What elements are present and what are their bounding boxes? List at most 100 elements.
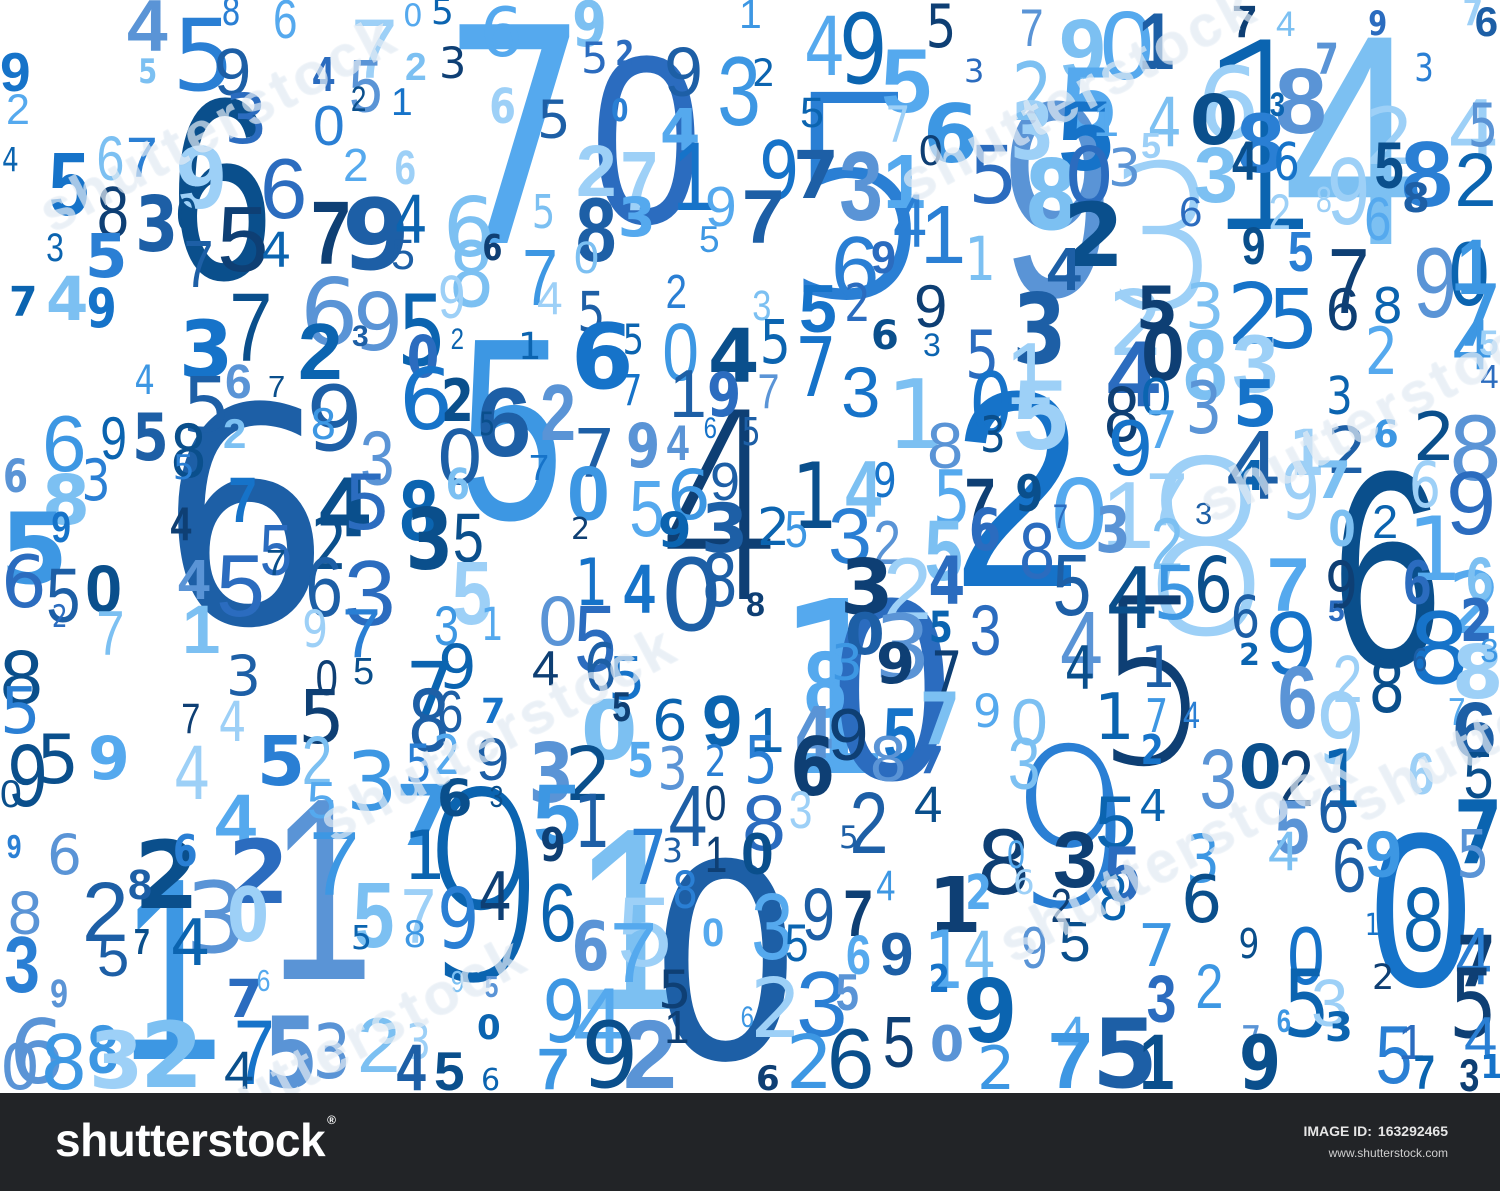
digit-glyph: 5 — [1052, 537, 1092, 634]
digit-glyph: 3 — [439, 39, 466, 89]
digit-glyph: 2 — [1327, 415, 1368, 489]
digit-glyph: 1 — [182, 591, 220, 668]
digit-glyph: 7 — [1456, 921, 1496, 1003]
digit-glyph: 7 — [233, 1002, 275, 1093]
digit-glyph: 6 — [571, 908, 610, 987]
digit-glyph: 5 — [608, 644, 646, 713]
digit-glyph: 5 — [48, 135, 89, 235]
digit-glyph: 6 — [445, 460, 470, 510]
digit-glyph: 7 — [183, 227, 214, 302]
digit-glyph: 7 — [930, 638, 963, 711]
digit-glyph: 7 — [1048, 1016, 1093, 1094]
digit-glyph: 5 — [759, 307, 791, 378]
digit-glyph: 0 — [1141, 308, 1185, 397]
digit-glyph: 7 — [573, 415, 616, 493]
digit-glyph: 1 — [1140, 635, 1176, 701]
digit-glyph: 8 — [701, 539, 738, 623]
digit-glyph: 6 — [3, 450, 28, 503]
digit-glyph: 9 — [7, 725, 48, 825]
digit-glyph: 9 — [1446, 454, 1496, 554]
digit-glyph: 5 — [1267, 273, 1319, 368]
digit-glyph: 9 — [342, 179, 410, 293]
digit-glyph: 1 — [575, 546, 608, 621]
digit-glyph: 5 — [138, 52, 157, 92]
site-url: www.shutterstock.com — [1328, 1146, 1448, 1160]
digit-glyph: 6 — [1181, 863, 1222, 938]
digit-glyph: 8 — [1098, 861, 1127, 934]
digit-glyph: 5 — [533, 767, 581, 863]
digit-glyph: 7 — [481, 692, 505, 732]
digit-glyph: 7 — [401, 872, 436, 960]
digit-glyph: 3 — [923, 327, 941, 363]
digit-glyph: 6 — [1408, 741, 1434, 807]
digit-glyph: 6 — [1230, 583, 1261, 651]
digit-glyph: 8 — [1368, 645, 1405, 729]
digit-glyph: 9 — [572, 0, 607, 61]
digit-glyph: 6 — [923, 88, 979, 181]
digit-glyph: 5 — [349, 44, 382, 128]
digit-glyph: 2 — [51, 599, 68, 635]
digit-glyph: 7 — [96, 599, 124, 669]
digit-glyph: 7 — [1146, 457, 1188, 541]
digit-glyph: 0 — [313, 94, 345, 158]
digit-glyph: 2 — [750, 962, 802, 1057]
digit-glyph: 9 — [876, 632, 915, 697]
digit-glyph: 3 — [701, 490, 748, 569]
digit-glyph: 6 — [96, 124, 124, 194]
digit-glyph: 2 — [1195, 952, 1223, 1022]
digit-glyph: 4 — [317, 462, 373, 555]
digit-glyph: 8 — [310, 400, 337, 449]
digit-glyph: 6 — [1332, 823, 1366, 909]
digit-glyph: 5 — [965, 316, 999, 394]
digit-glyph: 6 — [1193, 542, 1233, 631]
digit-glyph: 5 — [784, 914, 809, 973]
digit-glyph: 9 — [1365, 817, 1402, 891]
digit-glyph: 9 — [707, 360, 741, 431]
digit-glyph: 5 — [459, 285, 564, 575]
digit-glyph: 0 — [590, 6, 702, 274]
digit-glyph: 8 — [1019, 506, 1055, 595]
digit-glyph: 5 — [1375, 1008, 1412, 1093]
digit-glyph: 3 — [224, 80, 268, 160]
digit-glyph: 0 — [85, 552, 122, 627]
digit-glyph: 0 — [1448, 224, 1489, 325]
digit-glyph: 3 — [717, 36, 761, 146]
digit-glyph: 5 — [1463, 738, 1493, 813]
digit-glyph: 1 — [928, 862, 982, 951]
digit-glyph: 9 — [880, 921, 913, 988]
digit-glyph: 6 — [1, 540, 47, 624]
digit-glyph: 0 — [477, 1008, 501, 1048]
shutterstock-logo: shutterstock ® — [55, 1113, 336, 1167]
digit-glyph: 4 — [708, 314, 759, 400]
digit-glyph: 9 — [1021, 915, 1047, 981]
digit-glyph: 9 — [1241, 217, 1266, 276]
digit-glyph: 6 — [968, 496, 1001, 564]
digit-glyph: 0 — [315, 650, 338, 706]
digit-glyph: 1 — [1480, 1047, 1500, 1086]
digit-glyph: 6 — [1331, 414, 1443, 726]
digit-glyph: 4 — [396, 1029, 426, 1093]
digit-glyph: 3 — [1007, 724, 1040, 805]
digit-glyph: 8 — [575, 180, 616, 281]
digit-glyph: 2 — [301, 722, 333, 799]
digit-glyph: 5 — [434, 1039, 465, 1093]
digit-glyph: 1 — [269, 745, 374, 1035]
digit-glyph: 9 — [705, 175, 737, 239]
digit-glyph: 1 — [1364, 908, 1380, 943]
digit-glyph: 4 — [312, 48, 335, 102]
digit-glyph: 5 — [478, 405, 495, 443]
digit-glyph: 6 — [571, 305, 634, 410]
digit-glyph: 0 — [1190, 81, 1238, 161]
digit-glyph: 0 — [704, 777, 727, 831]
digit-glyph: 5 — [1136, 274, 1178, 344]
digit-glyph: 9 — [540, 818, 566, 872]
image-meta: IMAGE ID: 163292465 www.shutterstock.com — [1303, 1123, 1448, 1160]
digit-glyph: 6 — [256, 963, 271, 998]
digit-glyph: 6 — [1197, 47, 1260, 162]
digit-glyph: 9 — [306, 367, 363, 472]
digit-glyph: 5 — [263, 996, 319, 1093]
digit-glyph: 9 — [1413, 227, 1457, 338]
digit-glyph: 7 — [1314, 35, 1339, 85]
digit-glyph: 8 — [927, 409, 963, 482]
digit-glyph: 3 — [788, 781, 813, 840]
